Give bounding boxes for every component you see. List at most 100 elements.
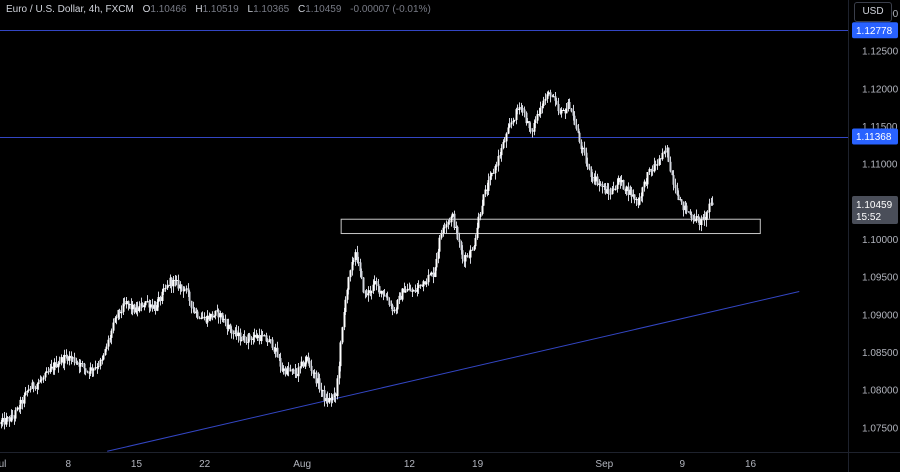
candle-body <box>692 218 695 220</box>
candle-body <box>177 279 180 289</box>
candle-body <box>122 303 125 312</box>
candle-body <box>227 324 230 329</box>
candle-body <box>507 127 510 134</box>
candle-body <box>590 169 593 178</box>
candle-body <box>425 282 428 285</box>
candle-body <box>416 287 419 292</box>
candle-body <box>123 303 126 305</box>
candle-body <box>611 188 614 195</box>
candle-body <box>503 141 506 143</box>
candle-body <box>213 315 216 318</box>
candle-body <box>565 108 568 114</box>
candle-body <box>447 221 450 225</box>
candle-body <box>99 359 102 367</box>
candle-body <box>641 187 644 197</box>
candle-body <box>580 141 583 150</box>
candle-body <box>599 183 602 185</box>
candle-body <box>658 158 661 165</box>
candle-body <box>395 309 398 311</box>
currency-button[interactable]: USD <box>854 2 892 22</box>
y-tick-label: 1.11000 <box>862 160 898 171</box>
level-price-tag-1 <box>852 22 898 39</box>
candle-body <box>196 311 199 318</box>
candle-body <box>110 330 113 338</box>
candle-body <box>167 285 170 287</box>
candle-body <box>149 304 152 308</box>
candle-body <box>92 368 95 371</box>
candle-body <box>417 285 420 288</box>
candle-body <box>356 252 359 262</box>
candle-body <box>377 284 380 287</box>
candle-body <box>711 202 714 205</box>
candle-body <box>292 369 295 371</box>
candle-body <box>458 239 461 243</box>
candle-body <box>362 277 365 293</box>
candle-body <box>518 107 521 111</box>
candle-body <box>252 337 255 340</box>
candle-body <box>318 378 321 390</box>
candle-body <box>422 281 425 287</box>
candle-body <box>302 361 305 367</box>
candle-body <box>274 347 277 352</box>
y-tick-label: 1.07500 <box>862 423 899 434</box>
candle-body <box>617 177 620 185</box>
candle-body <box>219 313 222 318</box>
candle-body <box>307 356 310 361</box>
candle-body <box>308 360 311 366</box>
candle-body <box>502 142 505 149</box>
candle-body <box>232 333 235 335</box>
candle-body <box>60 357 63 363</box>
candle-body <box>469 249 472 258</box>
candle-body <box>489 176 492 181</box>
candle-body <box>34 387 37 389</box>
candle-body <box>229 324 232 330</box>
candle-body <box>193 308 196 314</box>
candle-body <box>97 366 100 368</box>
candle-body <box>525 112 528 124</box>
candle-body <box>146 301 149 303</box>
candle-body <box>659 158 662 160</box>
candle-body <box>383 294 386 296</box>
high-value: 1.10519 <box>202 4 239 15</box>
candle-body <box>44 372 47 378</box>
candle-body <box>541 106 544 109</box>
candle-body <box>315 372 318 384</box>
candle-body <box>490 172 493 177</box>
candle-body <box>297 367 300 377</box>
candle-body <box>287 367 290 371</box>
candle-body <box>516 109 519 111</box>
candle-body <box>187 288 190 292</box>
candle-body <box>101 359 104 361</box>
candle-body <box>96 367 99 369</box>
candle-body <box>143 305 146 308</box>
candle-body <box>240 340 243 342</box>
candle-body <box>198 317 201 319</box>
candle-body <box>601 184 604 187</box>
candle-body <box>378 286 381 294</box>
candle-body <box>109 337 112 340</box>
candle-body <box>289 370 292 372</box>
candle-body <box>401 288 404 300</box>
candle-body <box>79 363 82 367</box>
candle-body <box>520 107 523 109</box>
candle-body <box>616 184 619 190</box>
y-tick-label: 1.10000 <box>862 235 899 246</box>
candle-body <box>667 147 670 162</box>
candle-body <box>586 163 589 167</box>
candle-body <box>65 355 68 357</box>
candle-body <box>102 354 105 360</box>
candle-body <box>164 288 167 290</box>
candle-body <box>614 189 617 191</box>
candle-body <box>154 305 157 311</box>
candle-body <box>373 281 376 285</box>
candle-body <box>23 395 26 404</box>
candle-body <box>313 372 316 374</box>
candle-body <box>536 114 539 121</box>
candle-body <box>351 261 354 271</box>
candle-body <box>434 267 437 277</box>
candle-body <box>84 368 87 372</box>
candle-body <box>538 114 541 116</box>
x-tick-label: Jul <box>0 459 6 470</box>
candle-body <box>295 373 298 377</box>
